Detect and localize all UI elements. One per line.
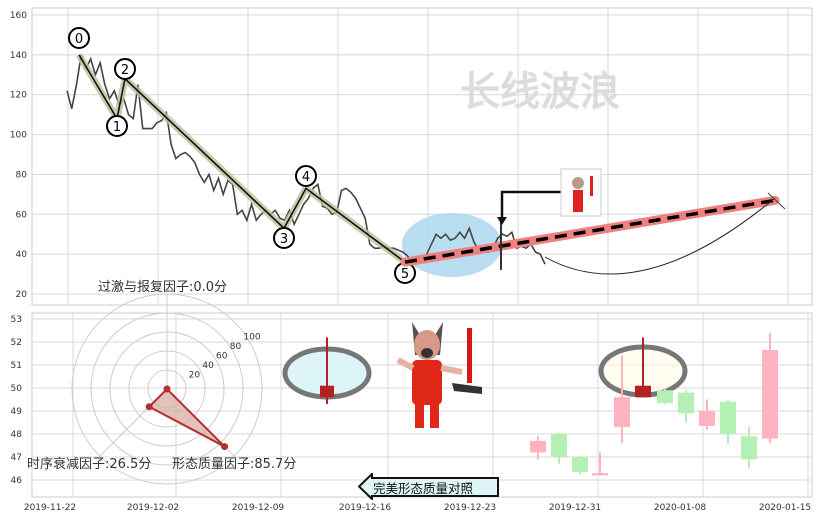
mascot-thumbnail-body <box>573 190 583 212</box>
y-tick-label: 80 <box>16 170 28 180</box>
x-tick-label: 2019-12-09 <box>232 503 285 513</box>
wave-point-marker <box>295 165 317 187</box>
wave-point-label: 1 <box>113 120 121 135</box>
x-tick-label: 2019-12-16 <box>339 503 392 513</box>
watermark: 长线波浪 <box>460 69 620 115</box>
y-tick-label: 160 <box>10 11 27 21</box>
top-plot-frame <box>31 7 813 306</box>
candle-body <box>720 401 736 434</box>
mascot-leg <box>415 400 424 428</box>
perfect-pattern-compare-button[interactable]: 完美形态质量对照 <box>358 473 500 500</box>
y-tick-label: 46 <box>11 476 23 486</box>
candle-body <box>572 457 588 472</box>
compare-button-label: 完美形态质量对照 <box>373 481 474 496</box>
y-tick-label: 40 <box>16 250 28 260</box>
wave-point-label: 3 <box>280 232 288 247</box>
wave-point-label: 5 <box>401 267 409 282</box>
candle-body <box>530 440 546 453</box>
candle-body <box>741 436 757 460</box>
wave-line <box>78 54 406 263</box>
radar-ring-label: 80 <box>230 342 242 352</box>
mascot-body <box>412 360 442 405</box>
callout-arrow <box>500 190 561 219</box>
y-tick-label: 100 <box>10 131 27 141</box>
candle-body <box>657 390 673 403</box>
candle-body <box>678 392 694 414</box>
target-line <box>404 198 776 264</box>
overshoot-factor-label: 过激与报复因子:0.0分 <box>98 280 228 295</box>
radar-ring-label: 40 <box>202 361 214 371</box>
projection-arc <box>544 197 776 275</box>
candle-body <box>762 350 778 439</box>
mascot-arms <box>396 357 463 375</box>
mascot-snout <box>421 348 433 358</box>
candle-body <box>614 397 630 428</box>
candle-body <box>320 385 334 398</box>
candle-body <box>551 434 567 457</box>
radar-point <box>221 443 229 451</box>
candle-body <box>592 473 608 476</box>
x-tick-label: 2020-01-15 <box>759 503 811 513</box>
x-tick-label: 2020-01-08 <box>654 503 707 513</box>
arrow-left-icon <box>358 473 499 500</box>
y-tick-label: 52 <box>11 338 22 348</box>
radar-ring-label: 100 <box>243 333 260 343</box>
target-cross-icon <box>767 192 786 210</box>
y-tick-label: 50 <box>11 384 23 394</box>
wave-point-label: 0 <box>75 32 83 47</box>
x-tick-label: 2019-12-02 <box>127 503 179 513</box>
y-tick-label: 53 <box>11 315 22 325</box>
y-tick-label: 20 <box>16 290 28 300</box>
candle-body <box>699 411 715 426</box>
radar-point <box>145 403 153 411</box>
y-tick-label: 60 <box>16 210 28 220</box>
x-tick-label: 2019-11-22 <box>24 503 76 513</box>
radar-polygon <box>147 387 226 448</box>
quality-factor-label: 形态质量因子:85.7分 <box>172 457 297 472</box>
mascot-thumbnail-head <box>572 177 584 189</box>
mascot-hammer-head <box>452 383 482 394</box>
wave-point-marker <box>106 115 128 137</box>
price-line <box>66 54 546 265</box>
decay-factor-label: 时序衰减因子:26.5分 <box>27 457 152 472</box>
wave-point-label: 4 <box>302 170 310 185</box>
y-tick-label: 51 <box>11 361 22 371</box>
wave-point-marker <box>273 227 295 249</box>
y-tick-label: 49 <box>11 407 23 417</box>
y-tick-label: 47 <box>11 453 22 463</box>
y-tick-label: 120 <box>10 91 27 101</box>
wave-point-marker <box>68 27 90 49</box>
wave-point-label: 2 <box>121 63 129 78</box>
mascot-thumbnail-hammer <box>590 176 593 196</box>
y-tick-label: 48 <box>11 430 23 440</box>
y-tick-label: 140 <box>10 51 27 61</box>
mascot-head <box>414 330 440 360</box>
mascot-leg <box>430 400 439 428</box>
wave-glow <box>75 53 408 265</box>
candle-body <box>635 385 651 398</box>
wave-point-marker <box>114 58 136 80</box>
mascot-dog-with-hammer <box>396 322 482 428</box>
x-tick-label: 2019-12-23 <box>444 503 496 513</box>
mascot-hammer-handle <box>467 328 472 383</box>
x-tick-label: 2019-12-31 <box>549 503 601 513</box>
arrow-down-icon <box>497 217 507 225</box>
radar-ring-label: 20 <box>189 371 201 381</box>
radar-point <box>163 385 171 393</box>
radar-ring-label: 60 <box>216 352 228 362</box>
